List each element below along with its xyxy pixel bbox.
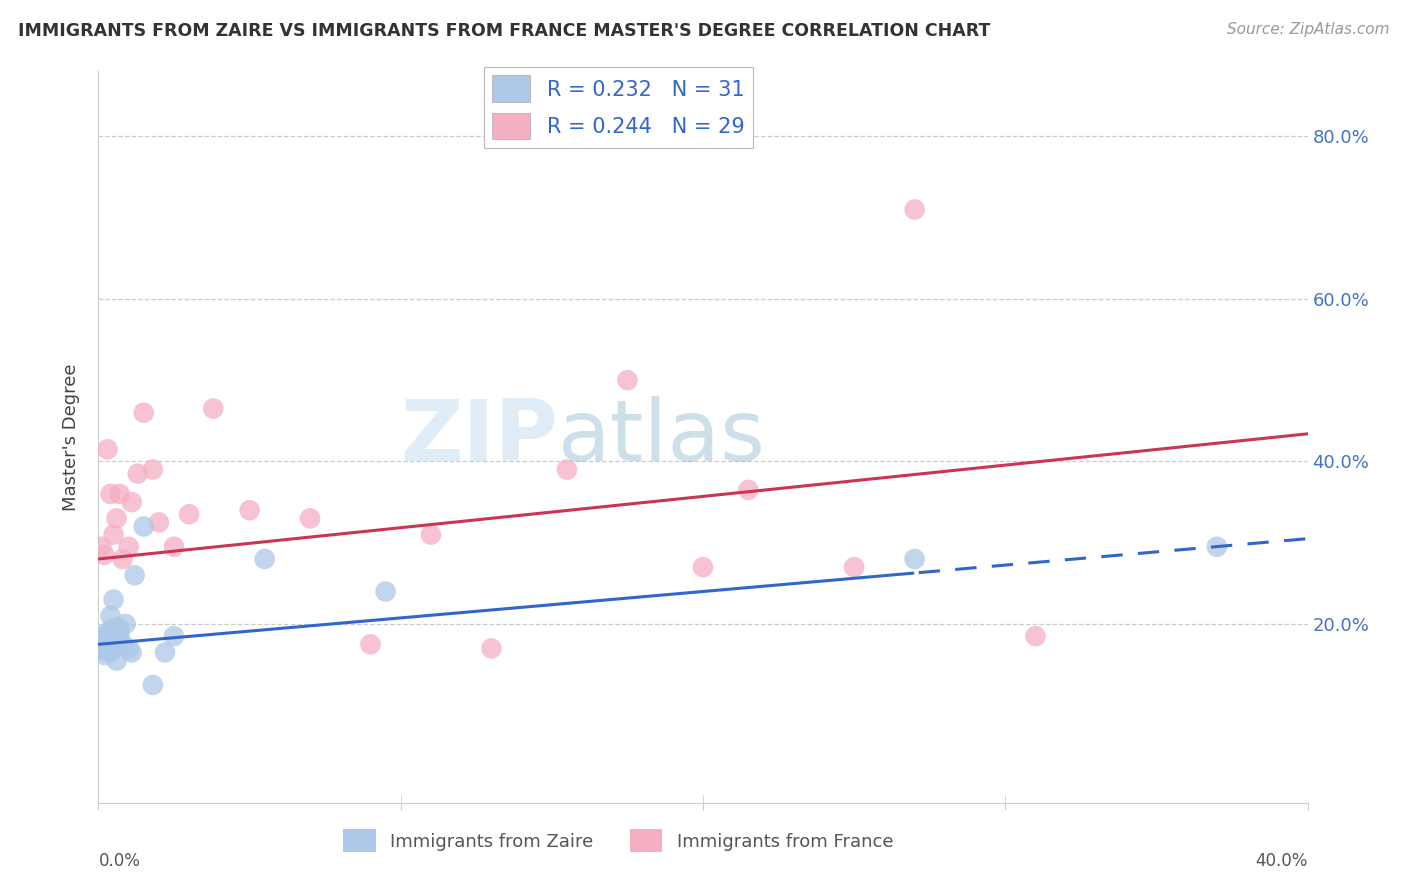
Point — [111, 552, 134, 566]
Point — [100, 645, 122, 659]
Point — [103, 621, 125, 635]
Y-axis label: Master's Degree: Master's Degree — [62, 363, 80, 511]
Point — [121, 645, 143, 659]
Point — [118, 540, 141, 554]
Point — [374, 584, 396, 599]
Point — [179, 508, 201, 522]
Point — [360, 637, 382, 651]
Point — [153, 645, 176, 659]
Point — [420, 527, 443, 541]
Point — [481, 641, 503, 656]
Point — [111, 637, 134, 651]
Point — [96, 633, 118, 648]
Text: Source: ZipAtlas.com: Source: ZipAtlas.com — [1226, 22, 1389, 37]
Point — [90, 633, 112, 648]
Point — [239, 503, 262, 517]
Point — [127, 467, 149, 481]
Point — [118, 641, 141, 656]
Text: 0.0%: 0.0% — [98, 852, 141, 870]
Point — [555, 462, 578, 476]
Point — [108, 629, 131, 643]
Point — [96, 640, 118, 654]
Point — [142, 462, 165, 476]
Point — [1024, 629, 1046, 643]
Point — [1206, 540, 1229, 554]
Point — [90, 540, 112, 554]
Point — [105, 511, 128, 525]
Point — [163, 629, 186, 643]
Point — [904, 552, 927, 566]
Point — [616, 373, 638, 387]
Point — [100, 487, 122, 501]
Point — [148, 516, 170, 530]
Point — [844, 560, 866, 574]
Point — [132, 519, 155, 533]
Point — [737, 483, 759, 497]
Point — [142, 678, 165, 692]
Point — [108, 621, 131, 635]
Point — [103, 592, 125, 607]
Point — [121, 495, 143, 509]
Point — [163, 540, 186, 554]
Point — [93, 648, 115, 662]
Point — [90, 641, 112, 656]
Point — [93, 637, 115, 651]
Point — [93, 629, 115, 643]
Point — [100, 608, 122, 623]
Point — [93, 548, 115, 562]
Point — [299, 511, 322, 525]
Legend: Immigrants from Zaire, Immigrants from France: Immigrants from Zaire, Immigrants from F… — [336, 822, 900, 860]
Point — [90, 637, 112, 651]
Point — [103, 527, 125, 541]
Point — [253, 552, 276, 566]
Text: atlas: atlas — [558, 395, 766, 479]
Point — [108, 487, 131, 501]
Point — [124, 568, 146, 582]
Point — [96, 625, 118, 640]
Point — [105, 637, 128, 651]
Point — [93, 643, 115, 657]
Point — [202, 401, 225, 416]
Point — [105, 654, 128, 668]
Text: ZIP: ZIP — [401, 395, 558, 479]
Point — [904, 202, 927, 217]
Point — [132, 406, 155, 420]
Point — [692, 560, 714, 574]
Point — [96, 442, 118, 457]
Text: IMMIGRANTS FROM ZAIRE VS IMMIGRANTS FROM FRANCE MASTER'S DEGREE CORRELATION CHAR: IMMIGRANTS FROM ZAIRE VS IMMIGRANTS FROM… — [18, 22, 991, 40]
Point — [114, 617, 136, 632]
Text: 40.0%: 40.0% — [1256, 852, 1308, 870]
